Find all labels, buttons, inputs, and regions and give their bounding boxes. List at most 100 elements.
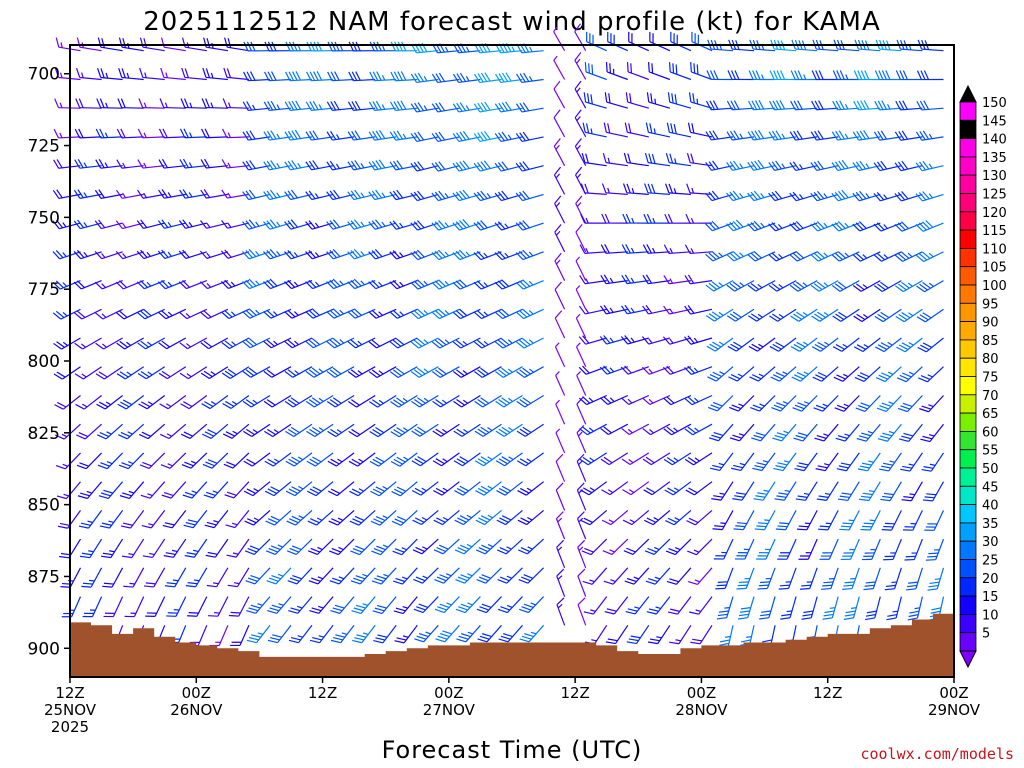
terrain-layer — [70, 608, 954, 677]
wind-barb — [642, 423, 671, 436]
wind-barb — [263, 100, 292, 111]
wind-barb — [726, 190, 755, 202]
wind-barb — [747, 251, 776, 262]
wind-barb — [834, 395, 860, 412]
colorbar-swatch — [959, 101, 977, 121]
credit-link[interactable]: coolwx.com/models — [860, 745, 1014, 763]
wind-barb — [705, 100, 734, 111]
wind-barb — [603, 567, 629, 585]
wind-barb — [600, 304, 628, 315]
wind-barb — [433, 538, 460, 555]
wind-barb — [852, 190, 881, 202]
wind-barb — [474, 452, 502, 467]
wind-barb — [495, 452, 523, 467]
wind-barb — [242, 101, 271, 111]
wind-barb — [921, 452, 944, 472]
wind-barb — [117, 395, 145, 410]
wind-barb — [138, 423, 166, 440]
wind-barb — [326, 100, 355, 111]
wind-barb — [518, 538, 545, 555]
x-tick-label: 12Z — [813, 684, 842, 702]
wind-barb — [305, 220, 334, 230]
wind-barb — [621, 304, 649, 315]
wind-barb — [624, 122, 649, 138]
wind-barb — [877, 423, 902, 442]
wind-barb — [749, 366, 776, 382]
wind-barb — [222, 98, 249, 109]
colorbar-label: 70 — [982, 389, 999, 404]
wind-barb — [599, 394, 629, 405]
wind-barb — [642, 452, 671, 466]
wind-barb — [414, 624, 439, 643]
wind-barb — [431, 102, 460, 113]
wind-barb — [200, 189, 229, 199]
wind-barb — [411, 394, 439, 408]
wind-barb — [780, 596, 797, 620]
wind-barb — [642, 274, 670, 285]
wind-barb — [574, 52, 587, 80]
wind-barb — [265, 538, 292, 556]
wind-barb — [831, 221, 860, 232]
colorbar-swatch — [959, 302, 977, 322]
wind-barb — [137, 159, 165, 169]
wind-barb — [687, 567, 713, 585]
wind-barb — [116, 308, 144, 320]
wind-barb — [915, 160, 944, 172]
wind-barb — [369, 452, 397, 467]
wind-barb — [200, 337, 229, 350]
wind-barb — [576, 482, 587, 511]
wind-barb — [777, 538, 797, 560]
wind-barb — [369, 423, 397, 438]
colorbar-swatch — [959, 321, 977, 341]
wind-barb — [556, 597, 566, 626]
wind-barb — [263, 130, 292, 141]
wind-barb — [789, 220, 818, 232]
wind-barb — [555, 399, 566, 425]
wind-barb — [182, 481, 208, 499]
wind-barb — [200, 366, 229, 380]
wind-barb — [494, 190, 523, 202]
wind-barb — [100, 538, 124, 559]
wind-barb — [74, 128, 102, 139]
wind-barb — [687, 122, 713, 138]
wind-barb — [624, 567, 650, 585]
wind-barb — [432, 394, 460, 408]
wind-barb — [102, 567, 124, 588]
wind-barb — [95, 337, 123, 350]
wind-barb — [158, 337, 187, 350]
wind-barb — [822, 596, 839, 620]
wind-barb — [123, 567, 145, 588]
wind-barb — [516, 452, 544, 467]
wind-barb — [285, 452, 313, 467]
wind-barb — [553, 27, 566, 51]
wind-barb — [626, 624, 650, 645]
wind-barb — [710, 452, 734, 472]
wind-barb — [495, 366, 523, 378]
wind-barb — [163, 538, 187, 558]
wind-barb — [475, 509, 502, 526]
wind-barb — [476, 596, 502, 614]
wind-barb — [623, 538, 650, 555]
wind-barb — [473, 190, 502, 202]
wind-barb — [663, 275, 691, 285]
wind-barb — [621, 423, 650, 436]
wind-barb — [74, 159, 102, 169]
wind-barb — [665, 153, 691, 167]
wind-barb — [662, 365, 692, 375]
wind-barb — [705, 130, 734, 141]
wind-barb — [831, 251, 860, 262]
wind-barb — [831, 189, 860, 202]
wind-barb — [897, 395, 923, 413]
wind-barb — [690, 62, 713, 81]
wind-barb — [576, 453, 587, 482]
wind-barb — [819, 538, 839, 560]
colorbar-swatch — [959, 595, 977, 615]
wind-barb — [648, 62, 671, 81]
wind-barb — [160, 452, 187, 469]
wind-barb — [684, 394, 713, 406]
wind-barb — [555, 428, 566, 454]
wind-barb — [726, 160, 755, 171]
wind-barb — [727, 70, 755, 81]
wind-barb — [286, 538, 313, 556]
x-tick-label: 00Z — [939, 684, 968, 702]
